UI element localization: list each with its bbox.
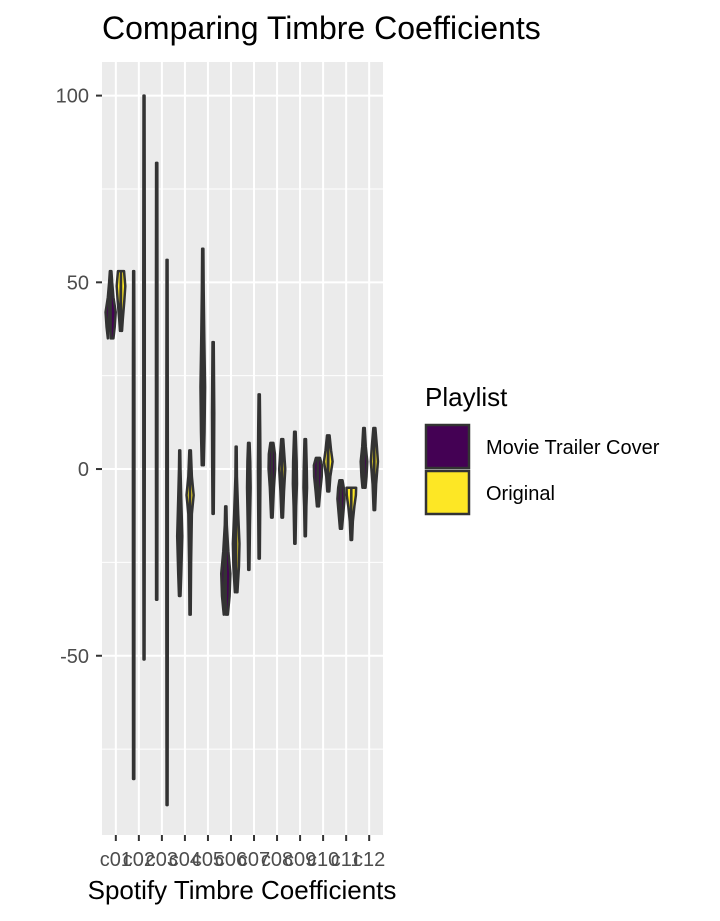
violin-c03-movie-trailer-cover [154, 161, 159, 601]
x-tick-label: c02 [123, 849, 155, 871]
legend-items: Movie Trailer Cover Original [424, 423, 660, 516]
violin-c10-original [322, 434, 334, 493]
y-tick-label: -50 [60, 646, 89, 668]
violin-c11-original [345, 486, 358, 542]
violin-c05-original [210, 340, 216, 516]
x-tick-label: c12 [353, 849, 385, 871]
violin-c06-original [231, 445, 241, 594]
violin-c02-original [142, 94, 147, 661]
x-tick-label: c11 [331, 849, 362, 871]
x-axis-title: Spotify Timbre Coefficients [88, 875, 397, 905]
grid-lines [102, 62, 383, 835]
x-tick-label: c06 [215, 849, 247, 871]
violin-c04-original [185, 449, 195, 616]
violin-c12-movie-trailer-cover [359, 426, 369, 489]
violin-c09-original [302, 437, 309, 538]
legend-label: Movie Trailer Cover [486, 437, 660, 459]
legend: Playlist Movie Trailer Cover Original [424, 382, 660, 516]
violin-c03-original [165, 258, 170, 807]
violin-c09-movie-trailer-cover [291, 430, 299, 545]
violin-c07-movie-trailer-cover [245, 441, 252, 572]
violin-c11-movie-trailer-cover [336, 478, 346, 531]
violin-c08-movie-trailer-cover [267, 441, 277, 519]
violin-c05-movie-trailer-cover [199, 247, 207, 467]
legend-label: Original [486, 483, 555, 505]
chart-title: Comparing Timbre Coefficients [102, 10, 541, 46]
x-tick-label: c10 [307, 849, 339, 871]
x-tick-label: c01 [100, 849, 132, 871]
x-tick-label: c04 [169, 849, 201, 871]
legend-swatch [424, 469, 471, 516]
violin-layer [104, 94, 380, 807]
x-tick-label: c05 [192, 849, 224, 871]
violin-c08-original [277, 437, 287, 519]
violin-c01-original [115, 269, 127, 333]
x-tick-label: c08 [261, 849, 293, 871]
legend-swatch [424, 423, 471, 470]
x-tick-label: c09 [284, 849, 316, 871]
x-tick-label: c03 [146, 849, 178, 871]
plot-panel [102, 62, 383, 835]
y-tick-label: 0 [78, 459, 89, 481]
violin-c01-movie-trailer-cover [104, 269, 117, 340]
violin-c10-movie-trailer-cover [312, 456, 324, 508]
violin-c12-original [369, 426, 380, 512]
violin-c04-movie-trailer-cover [175, 449, 184, 598]
x-tick-label: c07 [238, 849, 270, 871]
violin-c07-original [256, 393, 262, 560]
violin-c02-movie-trailer-cover [131, 269, 136, 781]
violin-c06-movie-trailer-cover [219, 505, 232, 616]
y-axis: -50 0 50 100 [56, 86, 102, 668]
legend-title: Playlist [425, 382, 508, 412]
y-tick-label: 50 [67, 272, 89, 294]
y-tick-label: 100 [56, 86, 89, 108]
